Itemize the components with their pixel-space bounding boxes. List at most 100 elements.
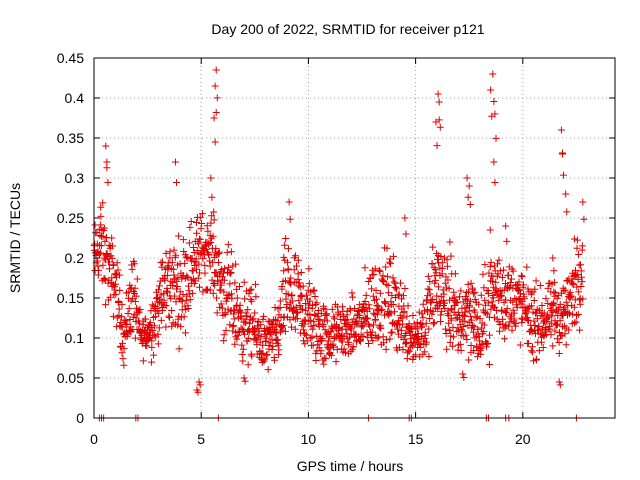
data-point: [553, 335, 561, 343]
data-point: [118, 349, 126, 357]
data-point: [233, 285, 241, 293]
data-point: [100, 224, 108, 232]
data-point: [570, 303, 578, 311]
data-point: [224, 263, 232, 271]
data-point: [505, 322, 513, 330]
data-point: [426, 290, 434, 298]
data-point: [489, 70, 497, 78]
data-point: [293, 262, 301, 270]
data-point: [566, 310, 574, 318]
data-point: [116, 286, 124, 294]
data-point: [531, 285, 539, 293]
data-point: [197, 225, 205, 233]
data-point: [520, 281, 528, 289]
data-point: [104, 253, 111, 261]
data-point: [454, 308, 462, 316]
data-point: [148, 343, 156, 351]
data-point: [518, 273, 526, 281]
data-point: [287, 280, 295, 288]
data-point: [539, 344, 547, 352]
data-point: [397, 326, 405, 334]
data-point: [553, 294, 561, 302]
data-point: [356, 337, 364, 345]
data-point: [133, 309, 141, 317]
data-point: [189, 243, 197, 251]
data-point: [209, 258, 217, 266]
data-point: [483, 340, 491, 348]
data-point: [239, 345, 247, 353]
data-point: [475, 300, 483, 308]
data-point: [227, 248, 235, 256]
data-point: [538, 338, 546, 346]
data-point: [281, 241, 289, 249]
data-point: [198, 210, 206, 218]
data-point: [427, 297, 435, 305]
data-point: [323, 317, 331, 325]
data-point: [133, 304, 141, 312]
y-axis-label: SRMTID / TECUs: [7, 183, 23, 293]
data-point: [301, 317, 309, 325]
data-point: [465, 182, 473, 190]
data-point: [102, 301, 110, 309]
data-point: [222, 326, 230, 334]
data-point: [507, 311, 515, 319]
data-point: [122, 317, 130, 325]
plot-frame: [93, 57, 616, 419]
data-point: [376, 289, 384, 297]
data-point: [464, 280, 472, 288]
data-point: [422, 319, 430, 327]
data-point: [391, 308, 399, 316]
data-point: [296, 302, 304, 310]
data-point: [433, 255, 441, 263]
y-tick-label: 0.3: [65, 170, 85, 186]
data-point: [286, 316, 294, 324]
data-point: [182, 297, 190, 305]
data-point: [155, 324, 163, 332]
data-point: [373, 334, 381, 342]
data-point: [424, 272, 432, 280]
data-point: [560, 171, 568, 179]
data-point: [543, 318, 551, 326]
data-point: [421, 348, 429, 356]
data-point: [577, 282, 585, 290]
data-point: [322, 311, 330, 319]
data-point: [562, 298, 570, 306]
data-point: [319, 322, 327, 330]
data-point: [240, 374, 248, 382]
data-point: [529, 348, 537, 356]
data-point: [275, 346, 283, 354]
data-point: [193, 229, 201, 237]
data-point: [515, 286, 523, 294]
data-point: [405, 347, 413, 355]
y-tick-label: 0.45: [57, 50, 84, 66]
data-point: [461, 317, 469, 325]
data-point: [99, 261, 107, 269]
data-point: [156, 282, 164, 290]
data-point: [165, 312, 173, 320]
data-point: [298, 305, 306, 313]
data-point: [321, 305, 329, 313]
data-point: [530, 357, 538, 365]
data-point: [230, 315, 238, 323]
data-point: [248, 297, 256, 305]
data-point: [414, 329, 422, 337]
data-point: [148, 337, 156, 345]
data-point: [481, 296, 489, 304]
data-point: [104, 178, 112, 186]
data-point: [319, 320, 327, 328]
data-point: [284, 258, 292, 266]
data-point: [164, 271, 172, 279]
data-point: [233, 294, 241, 302]
data-point: [545, 313, 553, 321]
data-point: [538, 325, 546, 333]
data-point: [292, 309, 300, 317]
data-point: [572, 271, 580, 279]
data-point: [549, 342, 557, 350]
data-point: [466, 302, 474, 310]
data-point: [496, 327, 504, 335]
data-point: [135, 308, 143, 316]
data-point: [120, 316, 128, 324]
data-point: [465, 356, 473, 364]
data-point: [210, 216, 218, 224]
